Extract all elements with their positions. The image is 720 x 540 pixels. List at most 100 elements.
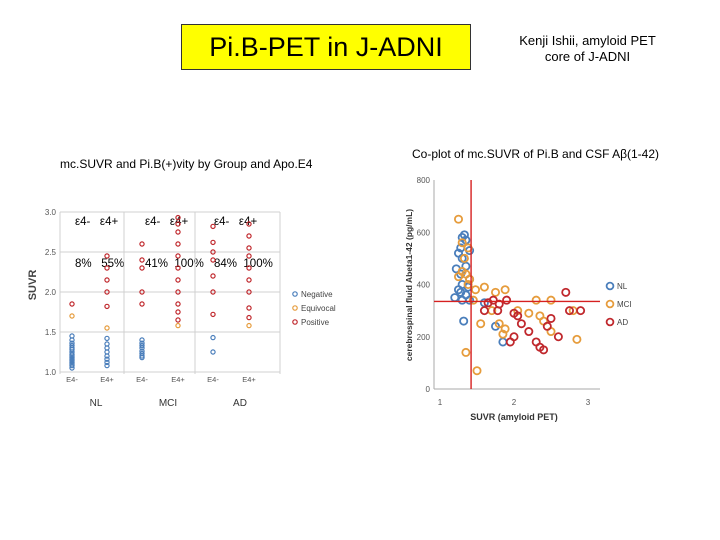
right-point-mci: [468, 295, 478, 305]
left-point-equivocal: [69, 313, 75, 319]
left-point-positive: [139, 265, 145, 271]
left-point-positive: [175, 229, 181, 235]
left-point-positive: [246, 253, 252, 259]
right-point-ad: [542, 321, 552, 331]
left-point-positive: [246, 221, 252, 227]
right-point-mci: [457, 238, 467, 248]
left-point-negative: [139, 350, 145, 357]
right-point-mci: [472, 366, 482, 376]
right-point-mci: [453, 214, 463, 224]
right-legend-label: NL: [617, 282, 628, 291]
left-category-label: E4-: [136, 375, 148, 384]
right-point-mci: [476, 319, 486, 329]
right-legend-label: AD: [617, 318, 628, 327]
right-point-mci: [494, 319, 504, 329]
left-point-positive: [175, 221, 181, 227]
left-chart-caption: mc.SUVR and Pi.B(+)vity by Group and Apo…: [60, 157, 313, 171]
page-title: Pi.B-PET in J-ADNI: [181, 24, 471, 70]
right-point-ad: [565, 306, 575, 316]
left-point-positive: [104, 265, 110, 271]
left-grid: [59, 211, 281, 374]
left-group-label: AD: [233, 398, 247, 409]
left-legend-marker: [292, 291, 298, 297]
left-point-negative: [104, 335, 110, 342]
left-point-positive: [246, 289, 252, 295]
left-legend-label: Equivocal: [301, 304, 336, 313]
left-legend: Negative Equivocal Positive: [292, 290, 336, 327]
right-y-tick-label: 200: [417, 333, 431, 342]
left-y-tick-label: 2.0: [45, 288, 57, 297]
right-legend-marker: [605, 299, 615, 309]
right-point-mci: [498, 329, 508, 339]
right-point-mci: [461, 269, 471, 279]
right-y-tick-label: 800: [417, 176, 431, 185]
left-group-label: MCI: [159, 398, 177, 409]
right-cutoff-lines: [434, 180, 600, 389]
right-y-tick-label: 600: [417, 228, 431, 237]
left-point-positive: [104, 303, 110, 310]
left-category-labels: E4- E4+ E4- E4+ E4- E4+: [66, 375, 256, 384]
group-header-nl-line1: ε4- ε4+: [75, 216, 119, 228]
left-point-positive: [246, 265, 252, 271]
group-header-nl: ε4- ε4+ 8% 55%: [75, 187, 124, 285]
left-point-negative: [139, 337, 145, 343]
left-group-label: NL: [90, 398, 103, 409]
left-point-positive: [210, 239, 216, 246]
left-point-negative: [69, 340, 75, 346]
left-point-positive: [175, 241, 181, 247]
left-point-negative: [104, 359, 110, 366]
left-group-labels: NL MCI AD: [90, 398, 247, 409]
left-point-negative: [69, 333, 75, 339]
left-point-negative: [210, 349, 216, 355]
left-point-positive: [69, 301, 75, 307]
credit-line-2: core of J-ADNI: [544, 49, 631, 64]
right-point-nl: [457, 295, 467, 305]
right-point-ad: [561, 287, 571, 297]
left-point-positive: [175, 265, 181, 271]
left-point-positive: [139, 257, 145, 263]
left-point-positive: [175, 309, 181, 315]
left-y-tick-label: 1.5: [45, 328, 57, 337]
left-point-positive: [246, 245, 252, 251]
right-point-ad: [516, 319, 526, 329]
right-legend: NL MCI AD: [605, 281, 632, 327]
left-y-tick-label: 1.0: [45, 368, 57, 377]
left-point-positive: [175, 253, 181, 259]
left-category-label: E4-: [207, 375, 219, 384]
left-point-positive: [175, 317, 181, 323]
left-point-negative: [139, 340, 145, 346]
left-point-positive: [104, 253, 110, 259]
right-point-ad: [546, 313, 556, 323]
right-point-mci: [479, 282, 489, 292]
left-point-negative: [104, 356, 110, 362]
left-point-positive: [175, 289, 181, 295]
left-legend-label: Positive: [301, 318, 330, 327]
right-point-ad: [505, 337, 515, 347]
right-y-ticks: 0 200 400 600 800: [417, 176, 431, 394]
right-point-mci: [459, 253, 469, 263]
left-point-positive: [175, 277, 181, 283]
left-point-positive: [210, 289, 216, 295]
left-legend-marker: [292, 305, 298, 311]
left-category-label: E4+: [100, 375, 114, 384]
left-point-equivocal: [175, 322, 181, 329]
right-point-nl: [456, 287, 466, 297]
right-x-tick-label: 3: [586, 398, 591, 407]
left-point-positive: [104, 277, 110, 283]
left-y-tick-label: 3.0: [45, 208, 57, 217]
right-point-mci: [500, 324, 510, 334]
left-point-negative: [69, 342, 75, 349]
group-header-mci: ε4- ε4+ 41% 100%: [145, 187, 204, 285]
left-point-positive: [210, 223, 216, 230]
left-point-positive: [104, 289, 110, 295]
credit-line-1: Kenji Ishii, amyloid PET: [519, 33, 656, 48]
left-point-negative: [104, 362, 110, 369]
right-point-ad: [479, 306, 489, 316]
right-point-mci: [461, 347, 471, 357]
right-point-nl: [459, 316, 469, 326]
left-point-equivocal: [104, 325, 110, 331]
right-legend-marker: [605, 281, 615, 291]
left-point-negative: [139, 348, 145, 354]
right-point-nl: [498, 337, 508, 347]
right-point-mci: [524, 308, 534, 318]
